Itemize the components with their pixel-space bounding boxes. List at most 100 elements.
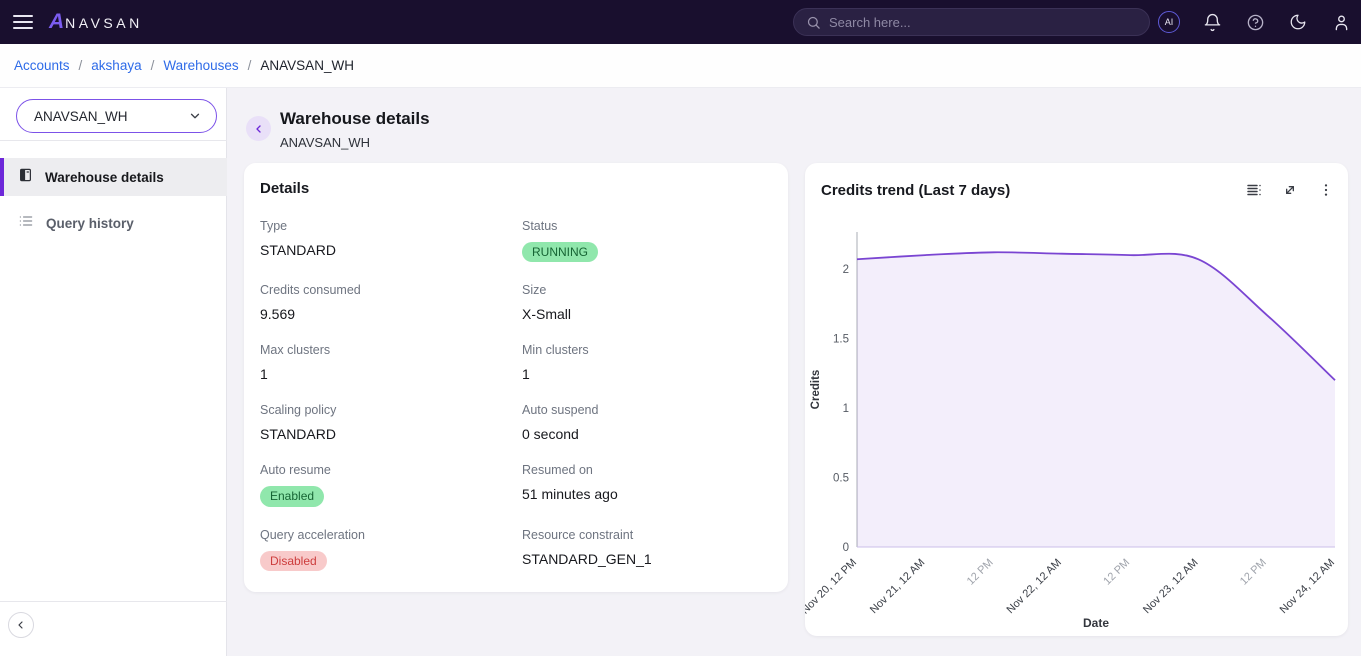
sidebar: ANAVSAN_WH Warehouse details Query histor… xyxy=(0,88,227,656)
svg-text:12 PM: 12 PM xyxy=(1238,557,1269,588)
svg-text:12 PM: 12 PM xyxy=(965,557,996,588)
sidebar-item-query-history[interactable]: Query history xyxy=(0,204,227,242)
dark-mode-toggle[interactable] xyxy=(1287,11,1309,33)
field-min-clusters: Min clusters 1 xyxy=(522,343,772,382)
field-label: Resource constraint xyxy=(522,527,634,542)
sidebar-item-warehouse-details[interactable]: Warehouse details xyxy=(0,158,227,196)
menu-icon[interactable] xyxy=(13,15,33,29)
profile-button[interactable] xyxy=(1330,11,1352,33)
breadcrumb-item-akshaya[interactable]: akshaya xyxy=(91,58,142,73)
svg-text:1: 1 xyxy=(843,403,849,415)
page-title: Warehouse details xyxy=(280,109,430,128)
breadcrumb-separator: / xyxy=(78,58,83,73)
query-history-icon xyxy=(18,213,34,234)
field-value: 1 xyxy=(260,366,268,383)
field-scaling-policy: Scaling policy STANDARD xyxy=(260,403,522,442)
field-credits-consumed: Credits consumed 9.569 xyxy=(260,283,522,322)
warehouse-selector-value: ANAVSAN_WH xyxy=(34,108,128,124)
list-details-icon xyxy=(1247,184,1261,196)
breadcrumb: Accounts / akshaya / Warehouses / ANAVSAN_WH xyxy=(0,44,1361,88)
credits-trend-chart[interactable]: 0 0.5 1 1.5 2 Nov 20, 12 PM Nov 21, 12 AM 12 PM… xyxy=(805,213,1348,636)
field-size: Size X-Small xyxy=(522,283,772,322)
breadcrumb-separator: / xyxy=(247,58,252,73)
field-label: Credits consumed xyxy=(260,283,361,298)
ai-icon: AI xyxy=(1158,11,1180,33)
field-label: Type xyxy=(260,219,288,233)
field-auto-resume: Auto resume Enabled xyxy=(260,463,522,507)
breadcrumb-item-accounts[interactable]: Accounts xyxy=(14,58,70,73)
sidebar-item-label: Warehouse details xyxy=(45,169,164,185)
status-badge: Enabled xyxy=(260,486,325,507)
svg-text:Date: Date xyxy=(1083,616,1109,630)
svg-text:Credits: Credits xyxy=(810,370,822,410)
breadcrumb-item-warehouses[interactable]: Warehouses xyxy=(163,58,239,73)
expand-icon xyxy=(1286,186,1294,194)
field-resumed-on: Resumed on 51 minutes ago xyxy=(522,463,772,506)
chart-data-view-button[interactable] xyxy=(1244,180,1264,200)
help-icon xyxy=(1247,14,1263,30)
sidebar-item-label: Query history xyxy=(46,215,134,231)
svg-text:Nov 24, 12 AM: Nov 24, 12 AM xyxy=(1278,557,1338,617)
status-badge: Disabled xyxy=(260,550,327,572)
global-search[interactable] xyxy=(793,8,1150,36)
main-content: Warehouse details ANAVSAN_WH Details Typ… xyxy=(227,88,1361,656)
notifications-button[interactable] xyxy=(1201,11,1223,33)
details-card-title: Details xyxy=(260,180,310,197)
navbar-actions: AI xyxy=(1158,0,1361,44)
field-max-clusters: Max clusters 1 xyxy=(260,343,522,382)
svg-text:Nov 22, 12 AM: Nov 22, 12 AM xyxy=(1004,557,1064,617)
svg-text:Nov 23, 12 AM: Nov 23, 12 AM xyxy=(1141,557,1201,617)
sidebar-bottom-divider xyxy=(0,601,227,602)
field-label: Query acceleration xyxy=(260,527,365,542)
user-icon xyxy=(1335,14,1347,30)
field-value: 0 second xyxy=(522,426,579,443)
svg-text:1.5: 1.5 xyxy=(833,334,849,346)
chevron-left-icon xyxy=(18,621,23,629)
field-query-acceleration: Query acceleration Disabled xyxy=(260,527,522,572)
sidebar-collapse-button[interactable] xyxy=(8,612,34,638)
field-label: Resumed on xyxy=(522,463,593,478)
top-navbar: A NAVSAN AI xyxy=(0,0,1361,44)
breadcrumb-separator: / xyxy=(150,58,155,73)
search-input[interactable] xyxy=(829,14,1137,30)
chevron-down-icon xyxy=(190,113,200,119)
credits-trend-card: Credits trend (Last 7 days) 0 0.5 1 1.5 2 Nov… xyxy=(805,163,1348,636)
back-button[interactable] xyxy=(246,116,271,141)
chart-menu-button[interactable] xyxy=(1316,180,1336,200)
field-value: 1 xyxy=(522,366,530,383)
chart-title: Credits trend (Last 7 days) xyxy=(821,181,1011,199)
field-label: Auto suspend xyxy=(522,403,599,418)
field-value: STANDARD_GEN_1 xyxy=(522,550,652,567)
warehouse-details-icon xyxy=(18,167,33,188)
field-value: X-Small xyxy=(522,306,572,323)
field-label: Size xyxy=(522,283,547,298)
field-label: Max clusters xyxy=(260,343,331,358)
svg-text:Nov 21, 12 AM: Nov 21, 12 AM xyxy=(868,557,928,617)
field-value: 51 minutes ago xyxy=(522,486,618,503)
warehouse-selector-dropdown[interactable]: ANAVSAN_WH xyxy=(16,99,217,133)
chart-actions xyxy=(1244,180,1336,200)
svg-text:Nov 20, 12 PM: Nov 20, 12 PM xyxy=(805,557,859,617)
logo-a-glyph: A xyxy=(49,10,65,33)
svg-text:0: 0 xyxy=(843,542,849,554)
search-icon xyxy=(807,16,820,29)
status-badge: RUNNING xyxy=(522,242,598,263)
field-label: Auto resume xyxy=(260,463,331,478)
field-status: Status RUNNING xyxy=(522,219,772,263)
sidebar-divider xyxy=(0,140,227,141)
kebab-menu-icon xyxy=(1324,184,1328,196)
svg-text:0.5: 0.5 xyxy=(833,473,849,485)
field-value: STANDARD xyxy=(260,426,336,443)
ai-assistant-button[interactable]: AI xyxy=(1158,11,1180,33)
bell-icon xyxy=(1204,13,1220,31)
field-type: Type STANDARD xyxy=(260,219,522,262)
logo-text: NAVSAN xyxy=(65,15,143,31)
field-label: Min clusters xyxy=(522,343,589,358)
moon-icon xyxy=(1290,14,1306,30)
help-button[interactable] xyxy=(1244,11,1266,33)
anavsan-logo[interactable]: A NAVSAN xyxy=(49,10,143,34)
field-value: 9.569 xyxy=(260,306,296,323)
chart-expand-button[interactable] xyxy=(1280,180,1300,200)
chevron-left-icon xyxy=(255,124,261,133)
